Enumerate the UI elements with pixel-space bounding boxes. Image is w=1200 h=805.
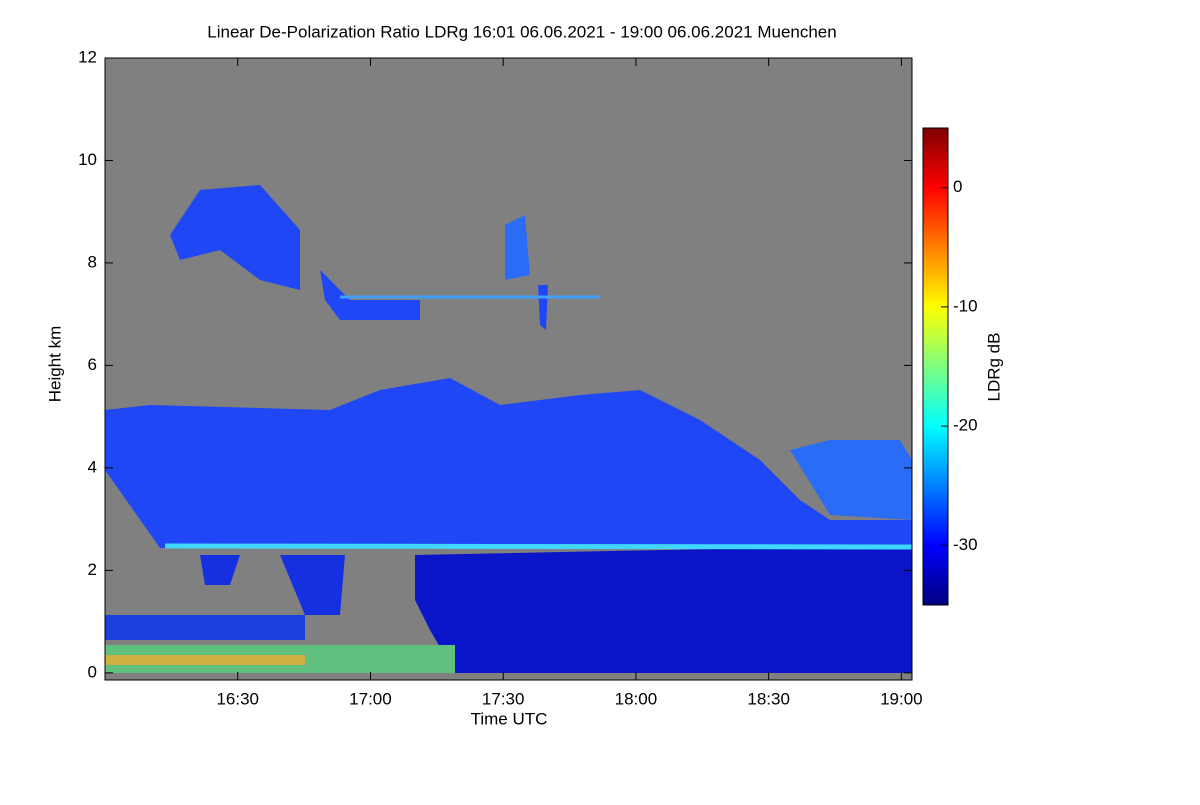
x-tick-label: 18:00	[615, 689, 658, 708]
bright-layer	[164, 543, 913, 550]
x-tick-label: 18:30	[747, 689, 790, 708]
plot-frame	[104, 57, 913, 681]
low-layer	[105, 615, 305, 640]
cloud-fall	[200, 555, 240, 585]
cloud-fall	[280, 555, 345, 615]
y-tick-label: 10	[78, 150, 97, 169]
y-tick-label: 8	[88, 252, 97, 271]
x-tick-label: 19:00	[880, 689, 923, 708]
low-layer	[415, 545, 912, 673]
y-tick-label: 2	[88, 560, 97, 579]
y-tick-label: 4	[88, 457, 97, 476]
cirrus	[170, 185, 300, 290]
y-axis-label: Height km	[45, 326, 64, 403]
x-tick-label: 17:30	[482, 689, 525, 708]
colorbar-label: LDRg dB	[984, 333, 1003, 402]
colorbar-tick-label: -10	[953, 296, 978, 315]
cirrus	[505, 215, 530, 280]
y-tick-label: 12	[78, 47, 97, 66]
cirrus	[320, 270, 420, 320]
cloud-layer	[105, 378, 912, 548]
y-tick-label: 0	[88, 662, 97, 681]
surface-layer	[105, 655, 305, 665]
chart-title: Linear De-Polarization Ratio LDRg 16:01 …	[207, 22, 836, 41]
colorbar-tick-label: -30	[953, 535, 978, 554]
colorbar-tick-label: 0	[953, 177, 962, 196]
x-tick-label: 16:30	[216, 689, 259, 708]
heatmap	[105, 58, 913, 680]
colorbar	[922, 127, 949, 606]
x-tick-label: 17:00	[349, 689, 392, 708]
y-tick-label: 6	[88, 355, 97, 374]
colorbar-tick-label: -20	[953, 416, 978, 435]
cloud-layer	[790, 440, 912, 520]
x-axis-label: Time UTC	[471, 709, 548, 728]
